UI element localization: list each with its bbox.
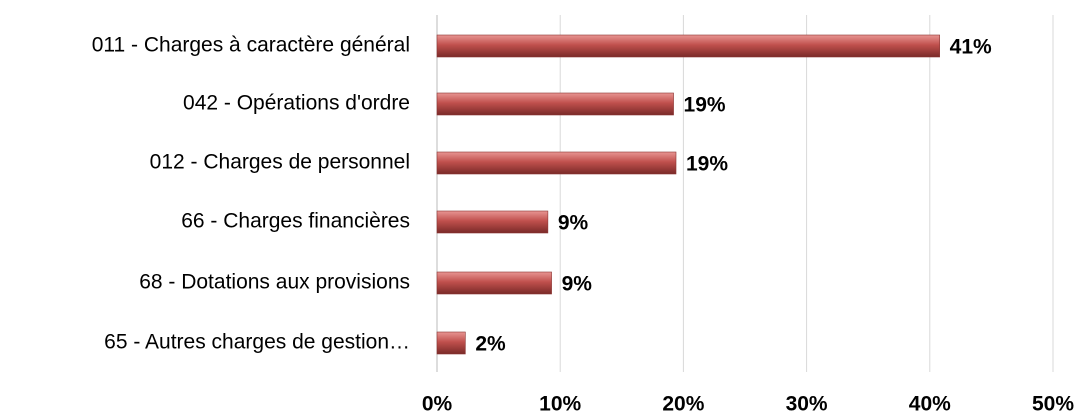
y-tick-label: 042 - Opérations d'ordre	[183, 92, 410, 115]
value-label: 9%	[558, 212, 589, 235]
x-tick-label: 20%	[662, 393, 704, 416]
value-label: 41%	[950, 36, 992, 59]
y-tick-label: 012 - Charges de personnel	[150, 151, 410, 174]
value-label: 9%	[562, 273, 593, 296]
x-tick-label: 30%	[786, 393, 828, 416]
y-tick-label: 66 - Charges financières	[181, 210, 410, 233]
bar	[436, 92, 674, 116]
value-label: 19%	[686, 153, 728, 176]
value-label: 2%	[475, 333, 506, 356]
x-tick-label: 40%	[909, 393, 951, 416]
y-tick-label: 68 - Dotations aux provisions	[139, 271, 410, 294]
y-tick-label: 011 - Charges à caractère général	[92, 34, 410, 57]
bar	[436, 210, 549, 234]
value-label: 19%	[684, 94, 726, 117]
bar	[436, 151, 677, 175]
bar	[436, 34, 940, 58]
x-tick-label: 0%	[422, 393, 453, 416]
bar	[436, 331, 466, 355]
x-tick-label: 10%	[539, 393, 581, 416]
x-tick-label: 50%	[1032, 393, 1074, 416]
bar	[436, 271, 552, 295]
y-tick-label: 65 - Autres charges de gestion…	[104, 331, 410, 354]
